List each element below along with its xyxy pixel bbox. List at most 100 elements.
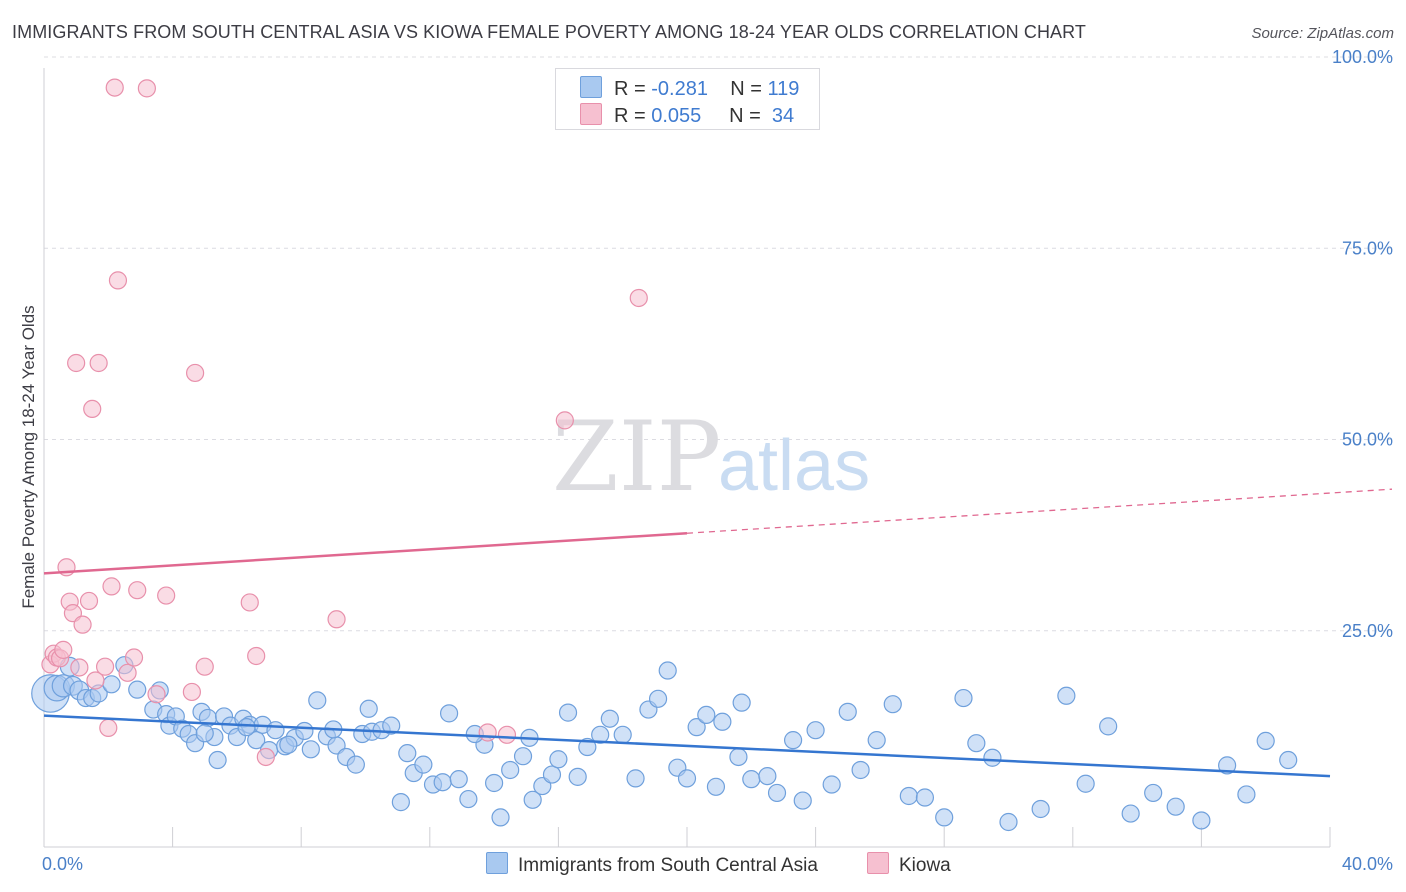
immigrants-point-91	[883, 695, 902, 714]
immigrants-point-75	[677, 769, 697, 788]
tick-labels: 25.0% 50.0% 75.0% 100.0% 0.0% 40.0%	[42, 47, 1393, 874]
immigrants-point-73	[658, 661, 677, 680]
bottom-legend-kiowa: Kiowa	[867, 852, 951, 877]
immigrants-point-62	[542, 765, 562, 784]
legend-r-value-immigrants: -0.281	[651, 78, 708, 100]
legend-n-value-kiowa: 34	[771, 105, 795, 127]
bottom-legend-immigrants: Immigrants from South Central Asia	[486, 852, 818, 877]
x-tick-label-0: 0.0%	[42, 854, 83, 874]
kiowa-point-18	[105, 78, 124, 97]
immigrants-point-95	[954, 688, 973, 708]
kiowa-point-15	[95, 657, 115, 676]
correlation-legend: R = -0.281 N = 119 R = 0.055 N = 34	[555, 68, 820, 130]
immigrants-point-111	[237, 718, 256, 737]
immigrants-point-107	[1218, 756, 1237, 775]
immigrants-point-63	[549, 750, 568, 769]
kiowa-point-25	[157, 586, 176, 605]
immigrants-point-92	[899, 786, 918, 806]
trend-line-immigrants	[43, 714, 1331, 778]
kiowa-point-12	[83, 399, 102, 418]
immigrants-point-70	[626, 769, 645, 788]
immigrants-point-89	[851, 760, 870, 780]
immigrants-point-9	[102, 675, 121, 694]
legend-row-immigrants: R = -0.281 N = 119	[580, 76, 799, 102]
immigrants-point-36	[301, 740, 320, 759]
y-tick-label-0: 25.0%	[1342, 621, 1393, 641]
immigrants-point-68	[600, 709, 619, 728]
immigrants-point-29	[247, 731, 266, 750]
y-tick-label-2: 75.0%	[1342, 238, 1393, 258]
immigrants-point-83	[767, 783, 787, 803]
immigrants-point-32	[266, 721, 285, 740]
immigrants-point-53	[449, 770, 468, 789]
immigrants-point-100	[1057, 686, 1076, 705]
immigrants-point-67	[591, 725, 610, 744]
immigrants-point-102	[1099, 717, 1118, 736]
immigrants-point-80	[729, 747, 748, 767]
immigrants-point-78	[706, 777, 726, 796]
immigrants-point-99	[1031, 799, 1050, 819]
kiowa-point-4	[54, 640, 73, 659]
legend-n-label: N =	[730, 78, 762, 100]
kiowa-point-19	[108, 271, 128, 290]
kiowa-point-36	[497, 725, 517, 744]
kiowa-point-26	[182, 682, 201, 702]
immigrants-point-115	[359, 699, 378, 718]
immigrants-point-97	[983, 748, 1002, 767]
immigrants-point-11	[128, 680, 147, 699]
immigrants-point-59	[513, 747, 533, 766]
legend-swatch-kiowa	[580, 103, 602, 125]
immigrants-point-51	[433, 773, 452, 792]
immigrants-point-98	[999, 812, 1018, 832]
immigrants-point-81	[742, 770, 761, 789]
kiowa-point-29	[240, 593, 259, 612]
bottom-legend-swatch-kiowa	[867, 852, 889, 874]
immigrants-point-65	[568, 767, 587, 786]
legend-n-label: N =	[729, 105, 761, 127]
immigrants-point-79	[713, 712, 732, 731]
y-tick-label-1: 50.0%	[1342, 430, 1393, 450]
kiowa-point-35	[478, 723, 497, 742]
immigrants-point-88	[838, 702, 857, 721]
immigrants-point-93	[915, 788, 935, 807]
immigrants-point-77	[697, 705, 716, 725]
series-immigrants-points	[31, 656, 1298, 832]
kiowa-point-23	[137, 79, 156, 98]
legend-r-label: R =	[614, 105, 646, 127]
immigrants-point-52	[439, 704, 459, 723]
immigrants-point-113	[279, 735, 298, 754]
immigrants-point-46	[391, 793, 410, 812]
kiowa-point-11	[79, 591, 99, 611]
kiowa-point-21	[124, 648, 144, 667]
immigrants-point-84	[783, 731, 803, 750]
immigrants-point-109	[1256, 731, 1275, 751]
immigrants-point-90	[867, 731, 886, 750]
immigrants-point-56	[485, 773, 504, 793]
immigrants-point-101	[1076, 774, 1095, 793]
bottom-legend-swatch-immigrants	[486, 852, 508, 874]
watermark-atlas: atlas	[718, 426, 870, 506]
y-axis-label: Female Poverty Among 18-24 Year Olds	[19, 305, 38, 608]
kiowa-point-32	[327, 610, 346, 629]
immigrants-point-72	[648, 689, 668, 708]
kiowa-point-22	[128, 581, 147, 600]
watermark-zip: ZIP	[552, 401, 721, 513]
kiowa-point-17	[102, 577, 121, 596]
immigrants-point-35	[295, 721, 314, 741]
x-tick-label-1: 40.0%	[1342, 854, 1393, 874]
immigrants-point-57	[491, 808, 510, 827]
bottom-legend-label-kiowa: Kiowa	[899, 855, 951, 876]
immigrants-point-108	[1237, 785, 1256, 804]
immigrants-point-103	[1121, 804, 1140, 823]
immigrants-point-64	[558, 703, 578, 722]
immigrants-point-94	[935, 808, 954, 827]
source-credit: Source: ZipAtlas.com	[1251, 25, 1394, 42]
legend-r-value-kiowa: 0.055	[651, 105, 702, 127]
y-tick-label-3: 100.0%	[1332, 47, 1393, 67]
kiowa-point-9	[70, 658, 89, 677]
bottom-legend-label-immigrants: Immigrants from South Central Asia	[518, 855, 818, 876]
kiowa-point-14	[89, 353, 108, 373]
legend-r-label: R =	[614, 78, 646, 100]
immigrants-point-82	[758, 766, 777, 786]
